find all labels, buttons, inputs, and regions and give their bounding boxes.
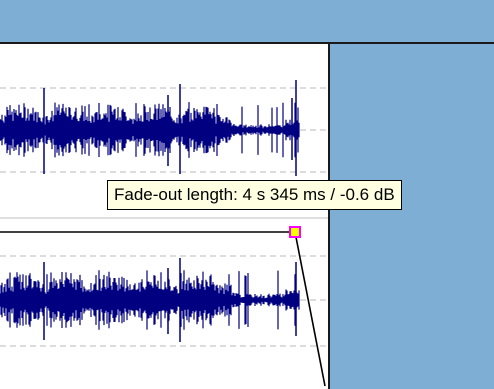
fade-handle-icon[interactable] [289,226,301,238]
waveform-path [0,270,300,330]
empty-timeline-area[interactable] [328,44,494,389]
timeline-header-empty [0,0,494,44]
fade-tooltip-text: Fade-out length: 4 s 345 ms / -0.6 dB [114,185,395,204]
bottom-waveform[interactable] [0,258,300,342]
top-waveform[interactable] [0,80,300,176]
waveform-path [0,102,300,158]
fade-tooltip: Fade-out length: 4 s 345 ms / -0.6 dB [107,180,402,210]
fade-out-curve[interactable] [294,231,326,387]
